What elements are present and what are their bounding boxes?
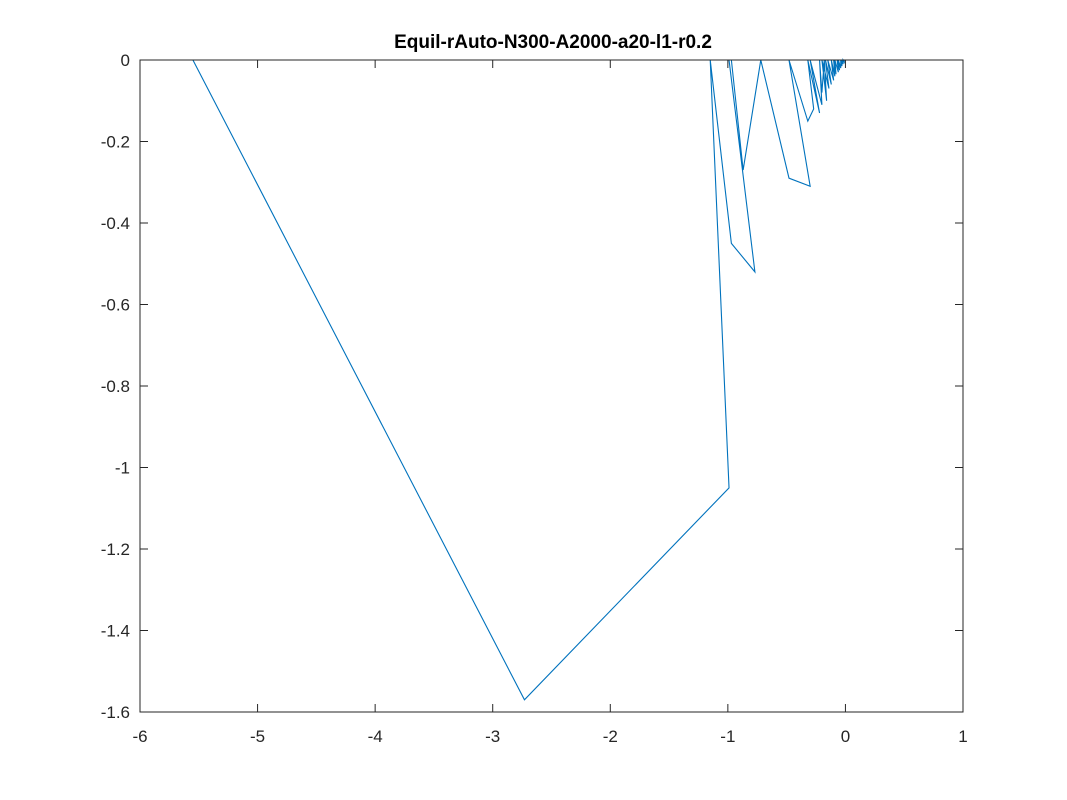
y-tick-label: 0	[121, 51, 130, 70]
y-tick-label: -1	[115, 459, 130, 478]
y-tick-label: -0.6	[101, 296, 130, 315]
x-tick-label: -3	[485, 727, 500, 746]
y-tick-label: -1.2	[101, 540, 130, 559]
y-tick-label: -1.6	[101, 703, 130, 722]
chart-title: Equil-rAuto-N300-A2000-a20-l1-r0.2	[394, 32, 712, 53]
y-tick-label: -1.4	[101, 622, 130, 641]
x-tick-label: -2	[603, 727, 618, 746]
y-tick-label: -0.2	[101, 133, 130, 152]
y-tick-label: -0.4	[101, 214, 130, 233]
x-tick-label: 0	[841, 727, 850, 746]
x-tick-label: -1	[720, 727, 735, 746]
x-tick-label: -6	[132, 727, 147, 746]
x-tick-label: -5	[250, 727, 265, 746]
axes-box	[139, 59, 964, 713]
series-line-1	[192, 57, 846, 701]
x-tick-label: -4	[368, 727, 383, 746]
plot-area	[192, 57, 846, 701]
y-tick-label: -0.8	[101, 377, 130, 396]
axes: -6 -5 -4 -3 -2 -1 0 1 0 -0.2 -0.4 -0.6 -0.8 -1 -1.2 -1.…	[101, 51, 968, 746]
x-tick-label: 1	[958, 727, 967, 746]
